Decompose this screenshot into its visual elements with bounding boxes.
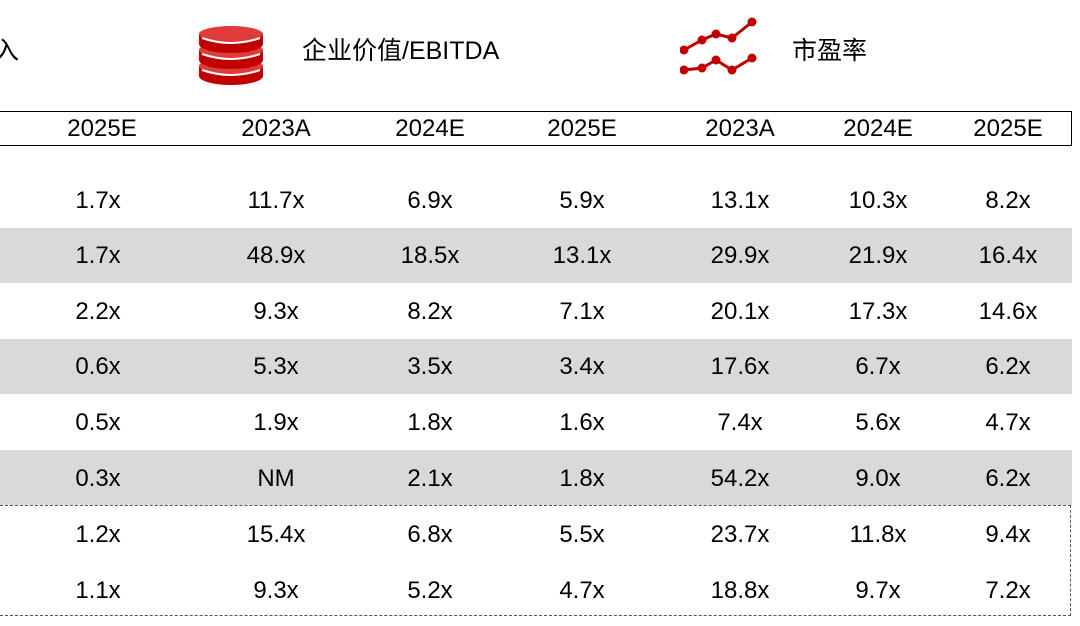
column-header: 2025E: [973, 115, 1043, 142]
table-cell: 6.9x: [407, 187, 453, 214]
table-cell: 6.2x: [985, 465, 1031, 492]
table-cell: 17.6x: [710, 353, 770, 380]
table-cell: 9.3x: [253, 298, 299, 325]
table-cell: 1.8x: [559, 465, 605, 492]
table-cell: 1.2x: [75, 521, 121, 548]
table-cell: 5.6x: [855, 409, 901, 436]
table-cell: 5.2x: [407, 577, 453, 604]
row-band: [0, 339, 1072, 394]
summary-rows-box: [0, 505, 1071, 616]
line-chart-icon: [680, 17, 757, 75]
table-cell: 7.2x: [985, 577, 1031, 604]
table-cell: 9.4x: [985, 521, 1031, 548]
table-cell: 7.1x: [559, 298, 605, 325]
table-cell: 11.7x: [247, 187, 305, 214]
table-cell: 16.4x: [978, 242, 1038, 269]
row-band: [0, 228, 1072, 283]
table-cell: 23.7x: [710, 521, 770, 548]
table-cell: 8.2x: [407, 298, 453, 325]
table-cell: 13.1x: [710, 187, 770, 214]
table-cell: 11.8x: [849, 521, 907, 548]
table-cell: 9.0x: [855, 465, 901, 492]
table-cell: 54.2x: [710, 465, 770, 492]
table-cell: 9.7x: [855, 577, 901, 604]
table-cell: 6.2x: [985, 353, 1031, 380]
table-cell: 2.1x: [407, 465, 453, 492]
row-band: [0, 450, 1072, 505]
table-cell: 6.7x: [855, 353, 901, 380]
table-cell: 18.8x: [710, 577, 770, 604]
table-cell: 10.3x: [848, 187, 908, 214]
table-cell: 1.1x: [75, 577, 121, 604]
table-cell: 2.2x: [75, 298, 121, 325]
table-cell: 3.4x: [559, 353, 605, 380]
table-cell: 1.7x: [75, 242, 121, 269]
pe-ratio-header: 市盈率: [792, 37, 868, 65]
table-cell: 3.5x: [407, 353, 453, 380]
table-cell: 1.6x: [559, 409, 605, 436]
header-top-rule: [0, 111, 1072, 112]
table-cell: 7.4x: [717, 409, 763, 436]
table-cell: 4.7x: [559, 577, 605, 604]
table-cell: 15.4x: [246, 521, 306, 548]
table-cell: 17.3x: [848, 298, 908, 325]
column-header: 2025E: [67, 115, 137, 142]
table-cell: 5.3x: [253, 353, 299, 380]
table-cell: 48.9x: [246, 242, 306, 269]
column-header: E: [0, 113, 20, 145]
table-cell: 9.3x: [253, 577, 299, 604]
header-right-rule: [1071, 111, 1072, 146]
column-header: 2025E: [547, 115, 617, 142]
table-cell: 29.9x: [710, 242, 770, 269]
table-cell: 5.9x: [559, 187, 605, 214]
table-cell: 5.5x: [559, 521, 605, 548]
column-header: 2023A: [241, 115, 311, 142]
column-header: 2024E: [843, 115, 913, 142]
table-cell: 20.1x: [710, 298, 770, 325]
column-header: 2023A: [705, 115, 775, 142]
table-cell: 1.7x: [75, 187, 121, 214]
table-cell: 8.2x: [985, 187, 1031, 214]
table-cell: 0.3x: [75, 465, 121, 492]
table-cell: 18.5x: [400, 242, 460, 269]
table-cell: 1.8x: [407, 409, 453, 436]
table-cell: 6.8x: [407, 521, 453, 548]
table-cell: 14.6x: [978, 298, 1038, 325]
table-cell: 4.7x: [985, 409, 1031, 436]
stacked-coins-icon: [199, 26, 263, 85]
table-cell: 13.1x: [552, 242, 612, 269]
table-cell: 0.5x: [75, 409, 121, 436]
table-cell: 0.6x: [75, 353, 121, 380]
table-cell: NM: [257, 465, 295, 492]
column-header: 2024E: [395, 115, 465, 142]
header-bottom-rule: [0, 145, 1072, 146]
ev-ebitda-header: 企业价值/EBITDA: [302, 37, 500, 65]
cut-off-header-label: 入: [0, 37, 20, 65]
table-cell: 1.9x: [253, 409, 299, 436]
table-cell: 21.9x: [848, 242, 908, 269]
